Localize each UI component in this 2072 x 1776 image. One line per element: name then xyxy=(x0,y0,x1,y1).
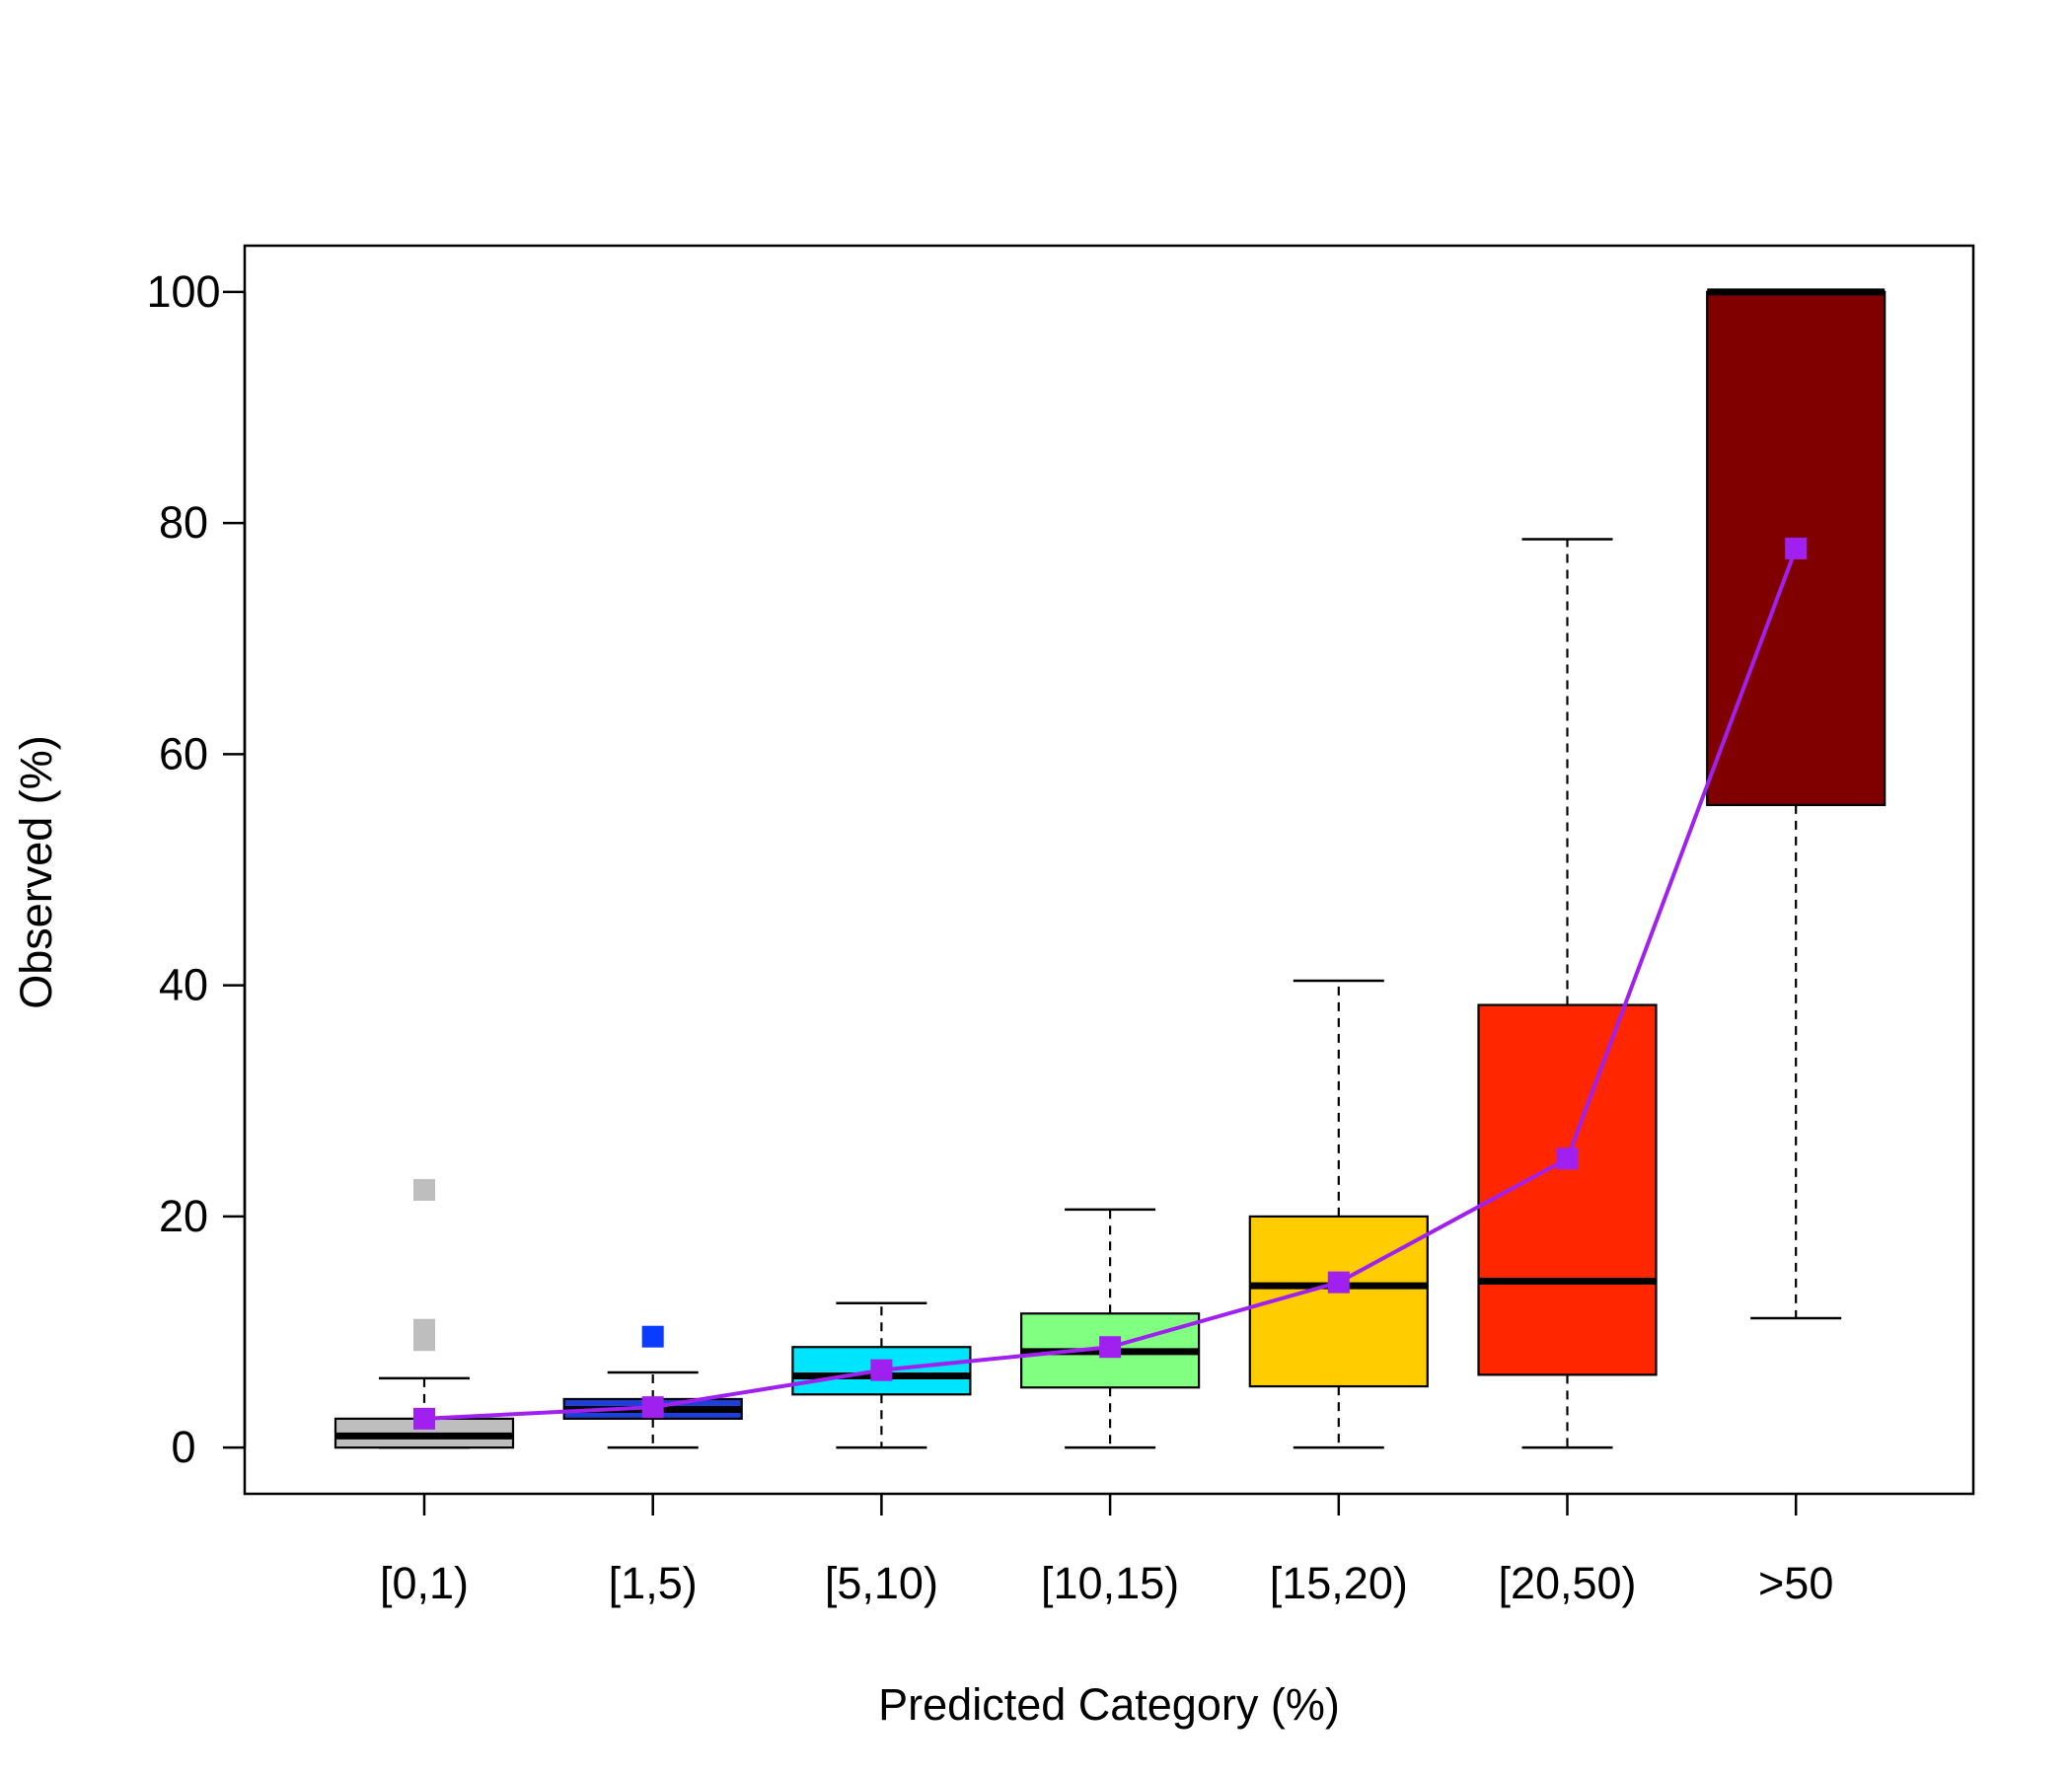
x-tick-label: [1,5) xyxy=(609,1558,698,1608)
x-axis: [0,1) [1,5) [5,10) [10,15) [15,20) [20,50) >50 xyxy=(380,1494,1833,1608)
y-axis-label: Observed (%) xyxy=(11,735,61,1009)
box-0 xyxy=(333,1178,515,1449)
outlier-point xyxy=(413,1178,435,1201)
x-tick-label: [20,50) xyxy=(1498,1558,1636,1608)
y-tick-label: 20 xyxy=(159,1191,208,1241)
box-4 xyxy=(1248,979,1429,1449)
mean-line-series xyxy=(413,537,1808,1430)
series-point xyxy=(641,1396,664,1419)
x-tick-label: [10,15) xyxy=(1041,1558,1179,1608)
series-point xyxy=(870,1359,893,1381)
y-tick-label: 0 xyxy=(171,1422,195,1472)
y-tick-label: 40 xyxy=(159,960,208,1010)
box-6 xyxy=(1706,288,1887,1320)
x-tick-label: [5,10) xyxy=(825,1558,938,1608)
y-tick-label: 100 xyxy=(146,266,220,317)
outlier-point xyxy=(641,1325,664,1348)
y-axis: 0 20 40 60 80 100 xyxy=(146,266,247,1472)
x-axis-label: Predicted Category (%) xyxy=(878,1679,1340,1730)
series-point xyxy=(413,1407,435,1430)
series-point xyxy=(1556,1147,1579,1170)
x-tick-label: >50 xyxy=(1758,1558,1833,1608)
y-tick-label: 80 xyxy=(159,497,208,548)
series-point xyxy=(1099,1336,1122,1359)
boxes xyxy=(333,288,1887,1449)
series-point xyxy=(1327,1271,1350,1294)
series-point xyxy=(1785,537,1808,559)
x-tick-label: [15,20) xyxy=(1270,1558,1408,1608)
box-1 xyxy=(562,1325,743,1449)
x-tick-label: [0,1) xyxy=(380,1558,469,1608)
box-iqr xyxy=(1248,1215,1429,1388)
y-tick-label: 60 xyxy=(159,728,208,778)
outlier-point xyxy=(413,1318,435,1341)
box-iqr xyxy=(1477,1003,1658,1376)
